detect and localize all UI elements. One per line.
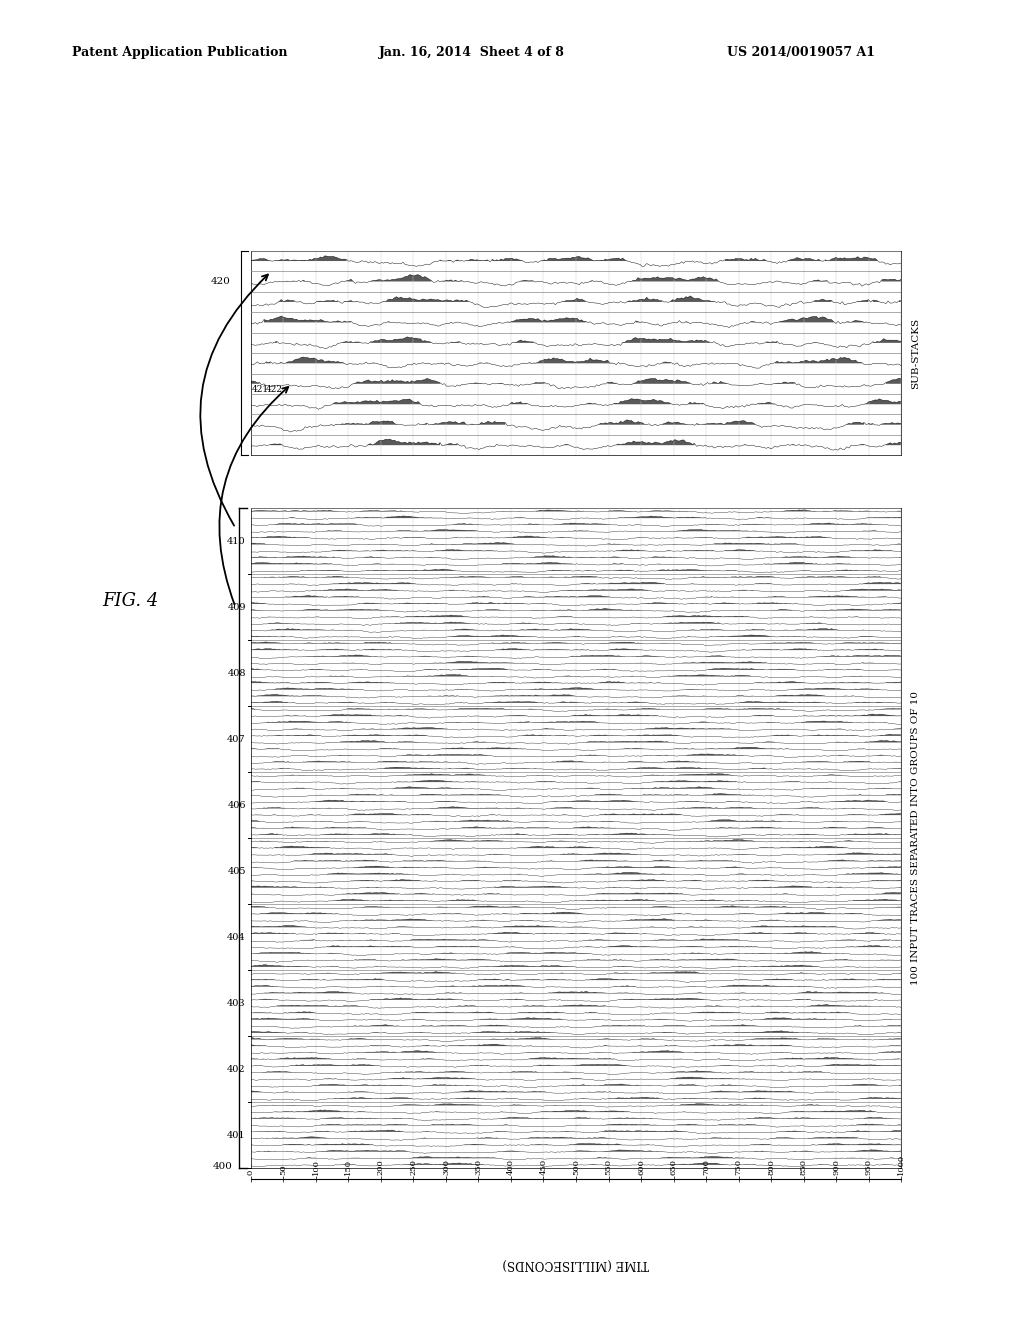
Text: SUB-STACKS: SUB-STACKS [911, 318, 921, 388]
Text: 100 INPUT TRACES SEPARATED INTO GROUPS OF 10: 100 INPUT TRACES SEPARATED INTO GROUPS O… [911, 692, 921, 985]
Text: Jan. 16, 2014  Sheet 4 of 8: Jan. 16, 2014 Sheet 4 of 8 [379, 46, 565, 59]
Text: Patent Application Publication: Patent Application Publication [72, 46, 287, 59]
Text: FIG. 4: FIG. 4 [102, 591, 159, 610]
Text: US 2014/0019057 A1: US 2014/0019057 A1 [727, 46, 876, 59]
Text: 400: 400 [213, 1162, 232, 1171]
Text: 421: 421 [252, 385, 269, 395]
Text: 403: 403 [227, 999, 246, 1007]
Text: 405: 405 [227, 867, 246, 875]
Text: 407: 407 [227, 735, 246, 743]
Text: 401: 401 [227, 1131, 246, 1139]
Text: 404: 404 [227, 933, 246, 941]
Text: 406: 406 [227, 801, 246, 809]
Text: 402: 402 [227, 1065, 246, 1073]
Text: 422: 422 [266, 385, 284, 395]
Text: 408: 408 [227, 669, 246, 677]
Text: 420: 420 [211, 277, 230, 286]
Text: 409: 409 [227, 603, 246, 611]
Text: 410: 410 [227, 537, 246, 545]
Text: TIME (MILLISECONDS): TIME (MILLISECONDS) [503, 1257, 649, 1270]
